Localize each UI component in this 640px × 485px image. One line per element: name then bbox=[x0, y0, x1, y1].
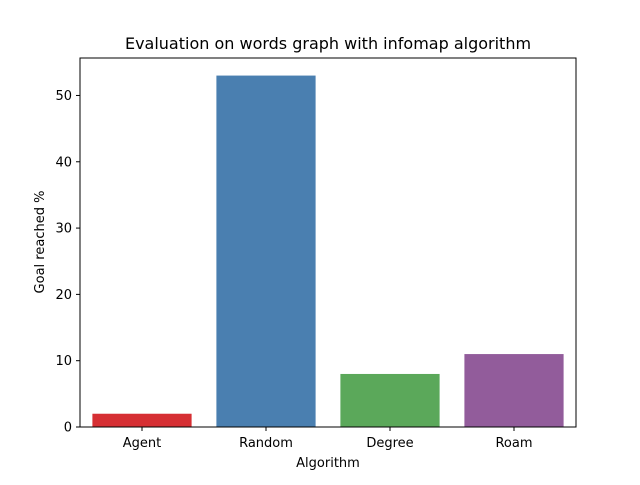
chart-title: Evaluation on words graph with infomap a… bbox=[125, 34, 531, 53]
bar-roam bbox=[464, 354, 564, 427]
y-tick-label: 10 bbox=[55, 354, 72, 369]
bar-degree bbox=[340, 373, 440, 427]
y-axis: 0 10 20 30 40 50 bbox=[55, 89, 80, 436]
x-axis-label: Algorithm bbox=[296, 456, 360, 471]
bars-group bbox=[92, 75, 564, 428]
y-tick-label: 40 bbox=[55, 155, 72, 170]
x-tick-label: Agent bbox=[123, 436, 161, 451]
y-tick-label: 50 bbox=[55, 89, 72, 104]
y-tick-label: 0 bbox=[64, 421, 72, 436]
bar-random bbox=[216, 75, 316, 428]
y-tick-label: 30 bbox=[55, 222, 72, 237]
x-tick-label: Random bbox=[239, 436, 293, 451]
bar-agent bbox=[92, 413, 192, 427]
x-axis: Agent Random Degree Roam bbox=[123, 427, 533, 451]
x-tick-label: Degree bbox=[366, 436, 413, 451]
plot-frame bbox=[79, 57, 577, 428]
y-tick-label: 20 bbox=[55, 288, 72, 303]
x-tick-label: Roam bbox=[495, 436, 532, 451]
y-axis-label: Goal reached % bbox=[33, 191, 48, 294]
